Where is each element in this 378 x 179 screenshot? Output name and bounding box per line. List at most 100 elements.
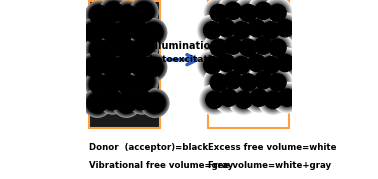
Circle shape — [132, 90, 152, 110]
Circle shape — [245, 51, 268, 75]
Circle shape — [218, 87, 239, 108]
Circle shape — [251, 68, 276, 92]
Circle shape — [230, 86, 257, 113]
Circle shape — [98, 19, 119, 40]
Circle shape — [234, 69, 262, 96]
Circle shape — [262, 0, 293, 28]
Circle shape — [264, 0, 291, 26]
Circle shape — [274, 52, 296, 73]
Circle shape — [88, 4, 110, 26]
Circle shape — [208, 37, 229, 58]
Circle shape — [85, 1, 114, 29]
Circle shape — [118, 75, 138, 94]
Circle shape — [115, 91, 139, 115]
Circle shape — [227, 51, 256, 79]
Circle shape — [236, 36, 260, 60]
Circle shape — [220, 0, 246, 23]
Circle shape — [131, 89, 152, 110]
Circle shape — [249, 0, 277, 25]
Circle shape — [221, 0, 245, 23]
Circle shape — [198, 16, 227, 45]
Circle shape — [86, 71, 113, 98]
Circle shape — [101, 68, 127, 94]
Circle shape — [247, 53, 266, 72]
Circle shape — [100, 68, 127, 95]
Circle shape — [200, 18, 225, 43]
Circle shape — [128, 86, 155, 113]
Circle shape — [237, 2, 259, 24]
Circle shape — [84, 57, 104, 77]
Circle shape — [245, 51, 269, 75]
Circle shape — [250, 67, 277, 94]
Circle shape — [224, 37, 242, 54]
Text: Excess free volume=white: Excess free volume=white — [208, 143, 336, 152]
Circle shape — [273, 16, 297, 40]
Circle shape — [273, 16, 297, 41]
Circle shape — [257, 16, 285, 45]
Circle shape — [124, 51, 151, 77]
Circle shape — [199, 52, 225, 78]
Circle shape — [116, 38, 140, 62]
Circle shape — [261, 21, 280, 40]
Circle shape — [233, 22, 250, 39]
Circle shape — [222, 0, 244, 22]
Circle shape — [251, 0, 276, 23]
Circle shape — [218, 66, 248, 95]
Circle shape — [100, 87, 125, 112]
Circle shape — [269, 74, 286, 91]
Circle shape — [253, 1, 273, 21]
Circle shape — [123, 50, 152, 78]
Circle shape — [116, 73, 139, 96]
Circle shape — [123, 15, 152, 43]
Circle shape — [210, 39, 228, 57]
Circle shape — [220, 89, 237, 106]
Circle shape — [249, 66, 277, 94]
Circle shape — [263, 33, 292, 62]
Circle shape — [260, 87, 286, 112]
Circle shape — [201, 87, 228, 113]
Circle shape — [220, 32, 246, 59]
Circle shape — [232, 56, 251, 74]
Circle shape — [206, 35, 232, 61]
Circle shape — [109, 54, 135, 80]
Circle shape — [248, 54, 266, 72]
Circle shape — [199, 17, 226, 44]
Circle shape — [267, 38, 287, 58]
Circle shape — [97, 53, 119, 75]
Circle shape — [219, 66, 247, 94]
Circle shape — [235, 69, 261, 95]
Circle shape — [233, 33, 263, 62]
Circle shape — [143, 57, 163, 78]
Circle shape — [127, 19, 148, 40]
Circle shape — [212, 49, 241, 77]
Circle shape — [224, 72, 242, 89]
Circle shape — [130, 0, 158, 26]
Circle shape — [87, 3, 112, 27]
Circle shape — [249, 66, 278, 95]
Circle shape — [98, 86, 127, 114]
Circle shape — [274, 84, 301, 111]
Circle shape — [206, 35, 231, 60]
Circle shape — [244, 83, 274, 112]
Circle shape — [222, 0, 244, 22]
Circle shape — [141, 20, 165, 45]
Circle shape — [264, 34, 291, 61]
Circle shape — [145, 93, 164, 113]
Circle shape — [116, 93, 137, 113]
Circle shape — [204, 89, 225, 111]
Circle shape — [116, 72, 140, 97]
Circle shape — [111, 21, 134, 44]
Circle shape — [228, 16, 256, 44]
Circle shape — [89, 5, 110, 26]
Circle shape — [116, 3, 139, 27]
Circle shape — [274, 17, 296, 39]
Circle shape — [110, 20, 135, 45]
Circle shape — [257, 16, 285, 44]
Circle shape — [199, 17, 225, 43]
Circle shape — [264, 0, 290, 26]
Circle shape — [90, 75, 109, 94]
Circle shape — [212, 49, 240, 77]
Circle shape — [201, 54, 224, 76]
Circle shape — [271, 15, 299, 42]
Circle shape — [234, 68, 262, 97]
